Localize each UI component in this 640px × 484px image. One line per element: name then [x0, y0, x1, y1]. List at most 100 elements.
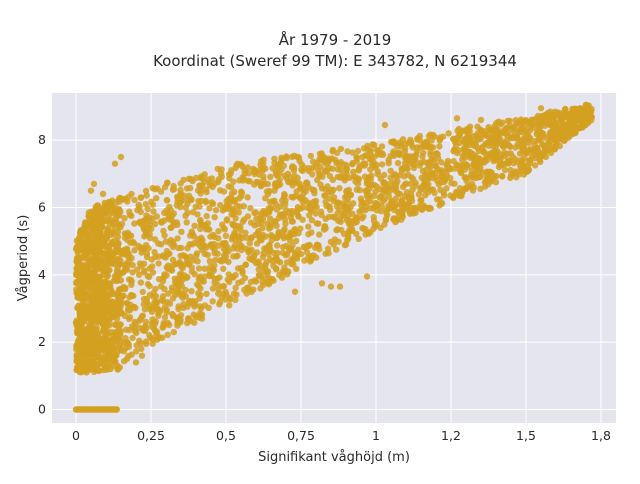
data-point	[246, 240, 253, 247]
data-point	[206, 258, 213, 265]
data-point	[73, 353, 80, 361]
data-point	[235, 279, 242, 286]
data-point	[539, 140, 546, 148]
data-point	[477, 116, 485, 124]
data-point	[143, 250, 151, 257]
data-point	[254, 229, 262, 237]
data-point	[368, 161, 376, 168]
data-point	[506, 158, 513, 165]
data-point	[103, 273, 111, 280]
data-point	[549, 111, 556, 118]
data-point	[138, 345, 145, 352]
data-point	[438, 200, 446, 207]
data-point	[262, 275, 269, 282]
data-point	[199, 236, 206, 244]
data-point	[427, 131, 434, 138]
data-point	[372, 201, 379, 209]
data-point	[103, 207, 111, 215]
data-point	[104, 231, 111, 238]
data-point	[280, 228, 288, 235]
data-point	[404, 165, 411, 173]
data-point	[227, 296, 234, 303]
data-point	[471, 157, 479, 164]
data-point	[201, 265, 208, 272]
data-point	[547, 132, 554, 139]
data-point	[164, 290, 172, 297]
data-point	[275, 230, 282, 237]
data-point	[215, 290, 222, 297]
x-tick-label: 0,5	[216, 428, 236, 443]
data-point	[367, 155, 375, 163]
data-point	[129, 269, 136, 276]
data-point	[101, 199, 109, 207]
data-point	[125, 307, 132, 314]
data-point	[377, 151, 384, 158]
data-point	[295, 230, 302, 237]
data-point	[96, 360, 103, 368]
data-point	[588, 105, 595, 113]
data-point	[326, 164, 333, 172]
data-point	[124, 229, 132, 236]
data-point	[104, 285, 111, 292]
data-point	[222, 205, 229, 213]
data-point	[87, 282, 95, 290]
data-point	[74, 304, 81, 311]
data-point	[355, 235, 362, 242]
data-point	[461, 166, 468, 173]
x-axis-ticks: 0 0,25 0,5 0,75 1 1,2 1,5 1,8	[72, 428, 611, 443]
data-point	[142, 318, 150, 326]
data-point	[558, 113, 566, 120]
data-points	[72, 101, 595, 413]
data-point	[84, 352, 91, 359]
data-point	[184, 200, 191, 207]
data-point	[463, 126, 471, 133]
data-point	[328, 186, 335, 194]
data-point	[136, 337, 143, 344]
data-point	[79, 276, 86, 283]
data-point	[84, 249, 91, 256]
data-point	[206, 272, 213, 280]
data-point	[139, 325, 146, 332]
data-point	[370, 217, 378, 224]
data-point	[238, 190, 246, 197]
data-point	[344, 237, 351, 244]
y-tick-label: 4	[38, 267, 46, 282]
data-point	[117, 153, 125, 161]
data-point	[411, 204, 419, 212]
x-axis-title: Signifikant våghöjd (m)	[258, 450, 410, 465]
data-point	[271, 197, 278, 204]
data-point	[195, 290, 202, 297]
data-point	[182, 286, 189, 294]
data-point	[79, 302, 86, 309]
data-point	[277, 158, 285, 166]
data-point	[314, 176, 321, 184]
data-point	[197, 273, 204, 280]
data-point	[149, 340, 156, 347]
data-point	[278, 274, 286, 281]
data-point	[203, 188, 210, 196]
data-point	[358, 198, 365, 205]
data-point	[284, 170, 292, 177]
data-point	[92, 253, 100, 260]
data-point	[104, 296, 112, 304]
data-point	[477, 185, 484, 192]
data-point	[78, 268, 85, 276]
data-point	[447, 192, 454, 199]
data-point	[194, 211, 201, 218]
data-point	[273, 265, 280, 272]
data-point	[271, 155, 278, 162]
data-point	[563, 114, 571, 121]
data-point	[93, 274, 100, 281]
data-point	[385, 205, 392, 212]
data-point	[152, 285, 159, 293]
data-point	[163, 207, 170, 214]
data-point	[499, 172, 506, 180]
data-point	[257, 183, 265, 190]
data-point	[233, 202, 241, 209]
data-point	[292, 265, 300, 272]
data-point	[132, 359, 140, 366]
data-point	[211, 262, 218, 269]
data-point	[547, 145, 555, 152]
data-point	[307, 202, 314, 210]
